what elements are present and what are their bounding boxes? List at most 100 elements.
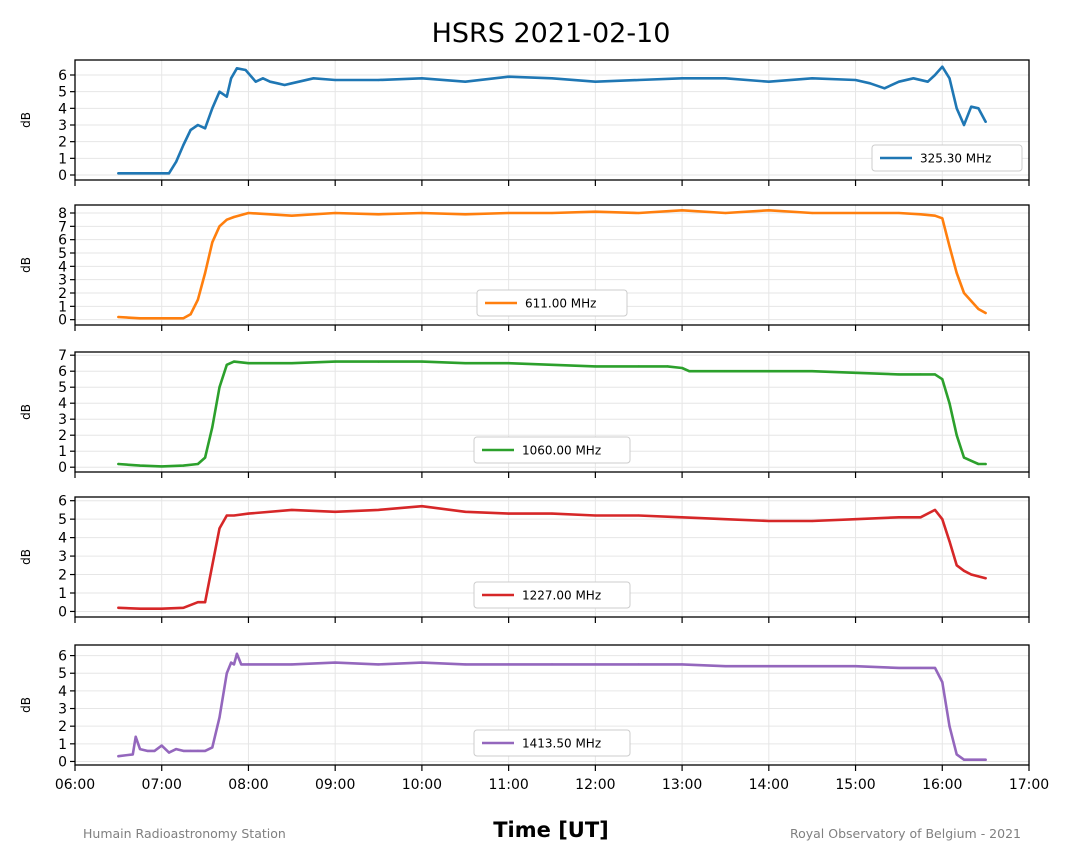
data-point bbox=[235, 67, 238, 70]
data-point bbox=[666, 365, 669, 368]
y-tick-label: 0 bbox=[58, 313, 67, 329]
data-point bbox=[919, 213, 922, 216]
y-tick-label: 6 bbox=[58, 68, 67, 84]
data-point bbox=[138, 464, 142, 467]
data-point bbox=[232, 663, 236, 666]
data-point bbox=[897, 516, 901, 519]
data-point bbox=[962, 123, 966, 127]
data-point bbox=[854, 78, 857, 82]
y-tick-label: 1 bbox=[58, 299, 67, 315]
y-tick-label: 3 bbox=[58, 549, 67, 565]
data-point bbox=[196, 749, 199, 752]
x-tick-label: 08:00 bbox=[228, 777, 268, 793]
data-point bbox=[211, 426, 214, 429]
data-point bbox=[550, 363, 554, 366]
data-point bbox=[334, 211, 337, 215]
data-point bbox=[196, 298, 199, 301]
data-point bbox=[189, 128, 192, 132]
data-point bbox=[420, 505, 424, 508]
data-point bbox=[420, 77, 424, 80]
chart-title: HSRS 2021-02-10 bbox=[432, 18, 671, 49]
data-point bbox=[854, 371, 857, 374]
data-point bbox=[637, 365, 640, 368]
y-tick-label: 7 bbox=[58, 219, 67, 235]
data-point bbox=[933, 666, 937, 670]
data-point bbox=[912, 77, 915, 80]
data-point bbox=[247, 512, 250, 515]
data-point bbox=[962, 456, 966, 459]
data-point bbox=[211, 241, 214, 244]
data-point bbox=[464, 362, 467, 365]
data-point bbox=[232, 514, 236, 517]
x-tick-label: 12:00 bbox=[575, 777, 615, 793]
data-point bbox=[131, 753, 134, 756]
data-point bbox=[948, 725, 951, 728]
data-point bbox=[637, 663, 640, 666]
panel-frame bbox=[74, 204, 1030, 326]
data-point bbox=[117, 172, 120, 175]
legend-box bbox=[476, 289, 628, 317]
data-point bbox=[680, 516, 684, 519]
y-tick-label: 2 bbox=[58, 719, 67, 735]
data-point bbox=[955, 564, 958, 567]
x-axis-label: Time [UT] bbox=[493, 818, 609, 842]
data-point bbox=[218, 527, 221, 530]
data-point bbox=[377, 663, 380, 666]
data-point bbox=[196, 601, 199, 604]
y-tick-label: 3 bbox=[58, 412, 67, 428]
y-tick-label: 4 bbox=[58, 396, 67, 412]
data-point bbox=[218, 225, 221, 228]
data-point bbox=[941, 65, 944, 68]
legend: 1060.00 MHz bbox=[473, 436, 631, 464]
data-point bbox=[550, 77, 554, 80]
data-point bbox=[507, 362, 510, 365]
data-point bbox=[464, 80, 467, 83]
data-point bbox=[724, 211, 727, 215]
data-point bbox=[117, 755, 120, 758]
data-point bbox=[160, 744, 163, 747]
data-point bbox=[146, 749, 149, 752]
y-tick-label: 4 bbox=[58, 101, 67, 117]
legend: 611.00 MHz bbox=[476, 289, 628, 317]
data-point bbox=[203, 601, 207, 604]
data-point bbox=[160, 607, 163, 610]
legend-label: 325.30 MHz bbox=[920, 152, 991, 166]
y-axis-label: dB bbox=[19, 404, 33, 420]
data-point bbox=[225, 95, 228, 98]
data-point bbox=[919, 373, 922, 376]
data-point bbox=[182, 606, 185, 609]
data-point bbox=[724, 370, 727, 373]
data-point bbox=[203, 271, 207, 275]
y-tick-label: 6 bbox=[58, 233, 67, 249]
legend-label: 611.00 MHz bbox=[525, 297, 596, 311]
data-point bbox=[984, 462, 987, 466]
data-point bbox=[941, 378, 944, 381]
data-point bbox=[182, 749, 185, 752]
data-point bbox=[948, 402, 951, 405]
data-point bbox=[225, 363, 228, 366]
footer-left: Humain Radioastronomy Station bbox=[83, 826, 286, 841]
data-point bbox=[261, 77, 265, 80]
data-point bbox=[203, 749, 207, 752]
data-point bbox=[680, 366, 684, 370]
data-point bbox=[160, 317, 163, 320]
data-point bbox=[767, 80, 770, 83]
data-point bbox=[290, 663, 293, 666]
data-point bbox=[218, 386, 221, 389]
y-tick-label: 2 bbox=[58, 286, 67, 302]
data-point bbox=[464, 213, 467, 216]
data-point bbox=[211, 107, 214, 110]
data-point bbox=[182, 317, 185, 320]
data-point bbox=[767, 370, 770, 373]
data-point bbox=[637, 211, 640, 215]
legend: 325.30 MHz bbox=[871, 144, 1023, 172]
legend-label: 1413.50 MHz bbox=[522, 737, 601, 751]
y-tick-label: 6 bbox=[58, 649, 67, 665]
data-point bbox=[970, 573, 973, 576]
data-point bbox=[637, 514, 640, 517]
data-point bbox=[970, 299, 973, 303]
data-point bbox=[919, 666, 922, 670]
y-tick-label: 0 bbox=[58, 604, 67, 620]
x-tick-label: 15:00 bbox=[835, 777, 875, 793]
